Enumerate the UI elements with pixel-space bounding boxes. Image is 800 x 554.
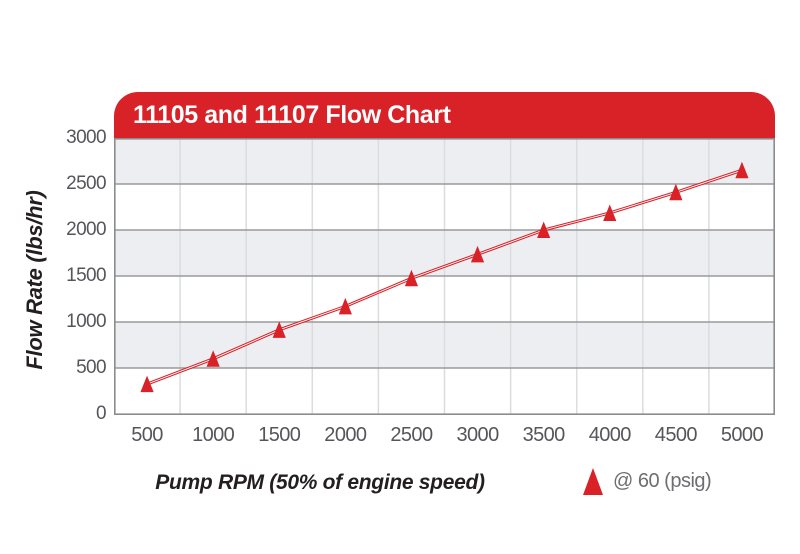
y-tick-label: 1500 — [66, 265, 106, 286]
data-point-marker — [404, 269, 419, 287]
chart-title: 11105 and 11107 Flow Chart — [133, 100, 451, 129]
x-axis-title: Pump RPM (50% of engine speed) — [155, 471, 485, 494]
x-tick-label: 4000 — [588, 424, 632, 446]
y-tick-label: 2000 — [66, 219, 106, 240]
legend-triangle-icon — [583, 468, 603, 495]
series-line-core — [146, 169, 743, 385]
y-tick-label: 500 — [76, 357, 107, 378]
data-point-marker — [206, 350, 220, 367]
plot-area — [114, 138, 776, 415]
y-axis-title: Flow Rate (lbs/hr) — [22, 190, 47, 370]
data-point-marker — [537, 221, 551, 238]
data-point-marker — [470, 245, 485, 263]
flow-rate-line-chart — [114, 138, 776, 415]
x-tick-label: 3500 — [522, 424, 566, 446]
x-tick-label: 3000 — [456, 424, 500, 446]
y-tick-label: 2500 — [66, 173, 106, 194]
x-tick-label: 5000 — [720, 424, 764, 446]
plot-border — [114, 138, 776, 415]
legend: @ 60 (psig) — [583, 468, 712, 495]
x-tick-label: 1500 — [258, 424, 301, 446]
chart-title-banner: 11105 and 11107 Flow Chart — [114, 92, 775, 138]
data-point-marker — [669, 183, 683, 201]
data-point-marker — [140, 375, 154, 393]
y-tick-label: 1000 — [66, 311, 106, 332]
x-tick-label: 2500 — [390, 424, 433, 446]
data-point-marker — [338, 297, 352, 315]
x-tick-label: 1000 — [192, 424, 235, 446]
x-tick-label: 4500 — [654, 424, 698, 446]
data-point-marker — [272, 321, 286, 338]
y-tick-label: 3000 — [66, 127, 106, 148]
y-tick-label: 0 — [96, 403, 107, 424]
legend-label: @ 60 (psig) — [613, 470, 712, 492]
data-point-marker — [603, 204, 617, 221]
x-tick-label: 500 — [131, 424, 163, 446]
x-tick-label: 2000 — [324, 424, 367, 446]
data-point-marker — [735, 161, 749, 179]
